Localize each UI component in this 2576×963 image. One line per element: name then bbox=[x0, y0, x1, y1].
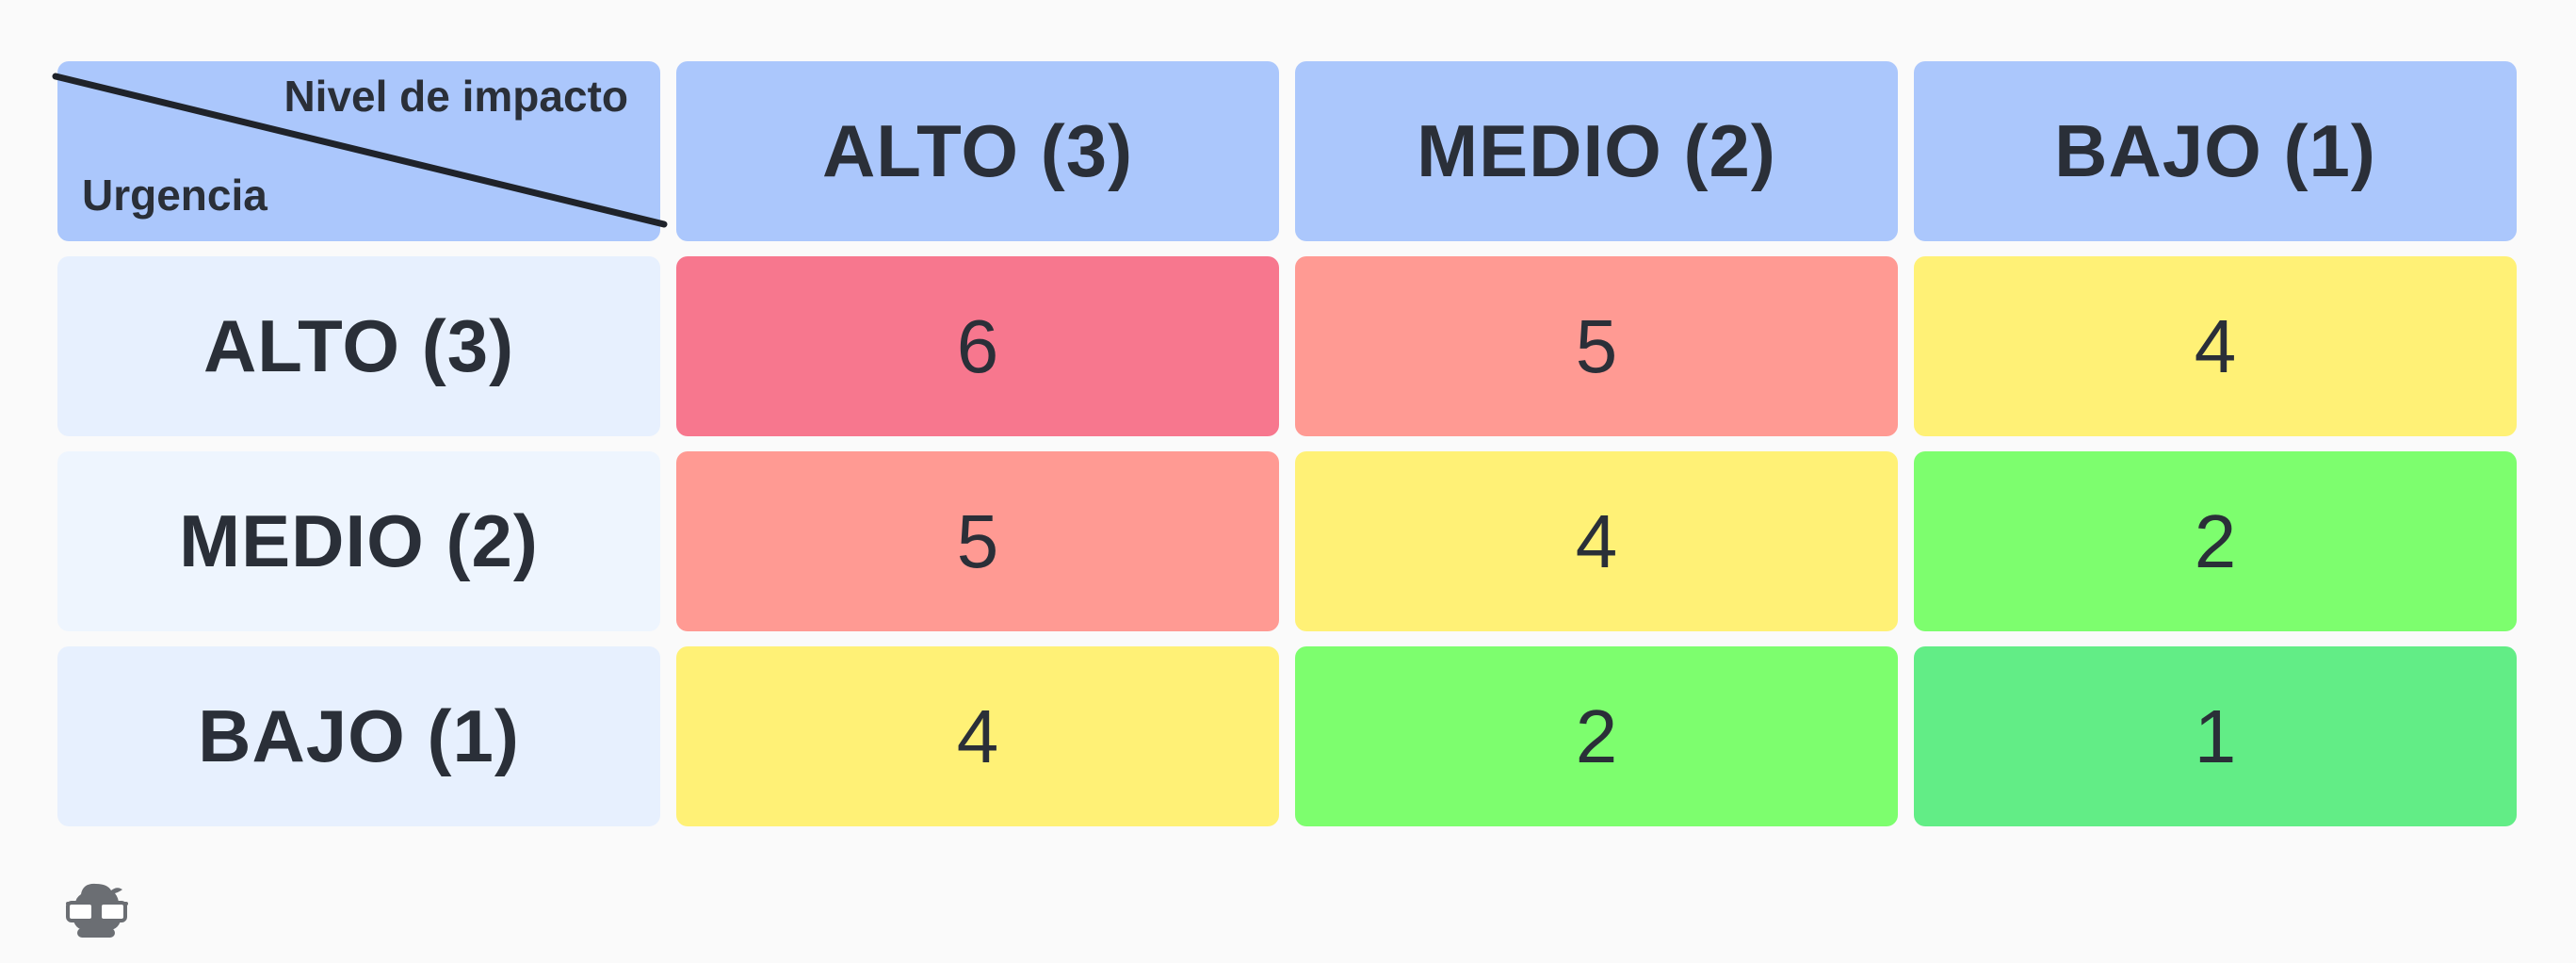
score-cell: 5 bbox=[676, 451, 1279, 631]
score-cell: 6 bbox=[676, 256, 1279, 436]
diagonal-divider bbox=[52, 73, 668, 228]
score-cell: 5 bbox=[1295, 256, 1898, 436]
column-header-impact-medium: MEDIO (2) bbox=[1295, 61, 1898, 241]
urgency-axis-label: Urgencia bbox=[82, 171, 267, 220]
column-header-impact-low: BAJO (1) bbox=[1914, 61, 2517, 241]
score-cell: 1 bbox=[1914, 646, 2517, 826]
score-cell: 4 bbox=[676, 646, 1279, 826]
glasses-mascot-icon bbox=[64, 881, 130, 939]
column-header-impact-high: ALTO (3) bbox=[676, 61, 1279, 241]
impact-axis-label: Nivel de impacto bbox=[284, 72, 628, 121]
matrix-corner-header: Nivel de impacto Urgencia bbox=[52, 61, 668, 241]
score-cell: 4 bbox=[1914, 256, 2517, 436]
score-cell: 2 bbox=[1295, 646, 1898, 826]
row-header-urgency-low: BAJO (1) bbox=[57, 646, 660, 826]
score-cell: 2 bbox=[1914, 451, 2517, 631]
score-cell: 4 bbox=[1295, 451, 1898, 631]
row-header-urgency-medium: MEDIO (2) bbox=[57, 451, 660, 631]
row-header-urgency-high: ALTO (3) bbox=[57, 256, 660, 436]
priority-matrix: Nivel de impacto Urgencia ALTO (3) MEDIO… bbox=[52, 61, 2517, 826]
